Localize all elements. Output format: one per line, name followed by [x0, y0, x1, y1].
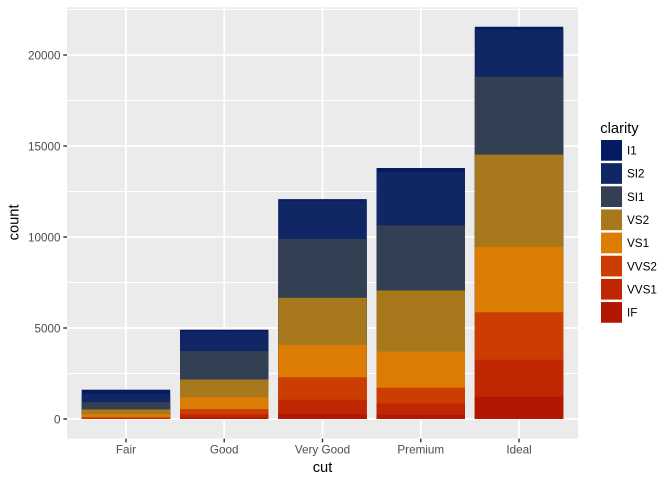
svg-text:IF: IF [627, 307, 637, 320]
svg-text:Fair: Fair [116, 444, 136, 457]
svg-text:clarity: clarity [600, 121, 639, 137]
svg-text:Very Good: Very Good [295, 444, 350, 457]
svg-text:10000: 10000 [28, 232, 61, 245]
svg-text:SI2: SI2 [627, 168, 645, 181]
svg-text:20000: 20000 [28, 50, 61, 63]
svg-text:Good: Good [210, 444, 239, 457]
svg-text:SI1: SI1 [627, 191, 645, 204]
svg-text:VS2: VS2 [627, 214, 649, 227]
svg-text:Premium: Premium [397, 444, 444, 457]
svg-text:cut: cut [313, 460, 333, 476]
svg-text:0: 0 [54, 414, 61, 427]
svg-text:15000: 15000 [28, 141, 61, 154]
svg-text:VVS1: VVS1 [627, 283, 657, 296]
svg-text:VVS2: VVS2 [627, 260, 657, 273]
svg-text:Ideal: Ideal [506, 444, 531, 457]
svg-text:VS1: VS1 [627, 237, 649, 250]
svg-text:I1: I1 [627, 145, 637, 158]
svg-text:5000: 5000 [34, 323, 61, 336]
svg-text:count: count [7, 204, 23, 240]
